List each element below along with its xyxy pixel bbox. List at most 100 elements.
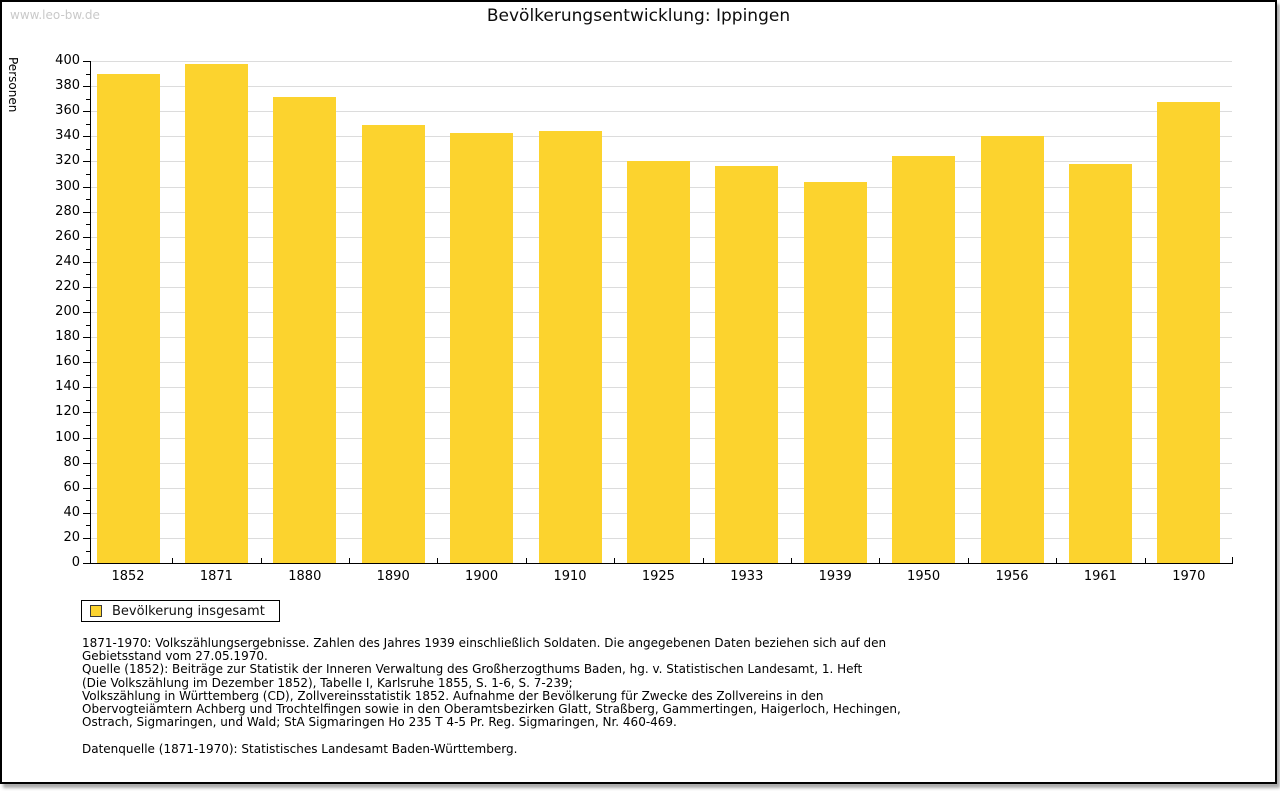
y-tick-label: 120	[55, 404, 80, 420]
y-minor-tick	[86, 199, 90, 201]
x-tick-label: 1880	[288, 569, 322, 584]
bar-1880	[273, 97, 337, 563]
y-minor-tick	[86, 224, 90, 226]
y-tick-label: 300	[55, 178, 80, 194]
bar-1910	[538, 131, 602, 563]
y-minor-tick	[86, 399, 90, 401]
footnote-line: 1871-1970: Volkszählungsergebnisse. Zahl…	[82, 636, 887, 650]
y-axis-title: Personen	[6, 57, 20, 113]
gridline	[91, 111, 1232, 113]
x-boundary-tick	[791, 558, 792, 563]
y-axis-line	[90, 61, 91, 564]
bar-1961	[1068, 163, 1132, 563]
y-tick-label: 200	[55, 304, 80, 319]
y-major-tick	[83, 186, 90, 188]
y-major-tick	[83, 563, 90, 564]
footnotes: 1871-1970: Volkszählungsergebnisse. Zahl…	[82, 636, 901, 729]
y-major-tick	[83, 387, 90, 389]
y-tick-label: 320	[55, 153, 80, 169]
y-minor-tick	[86, 148, 90, 150]
x-boundary-tick	[967, 558, 969, 563]
bar-1890	[361, 125, 425, 563]
y-tick-label: 340	[55, 128, 80, 144]
y-major-tick	[83, 362, 90, 364]
y-tick-label: 240	[55, 253, 80, 269]
y-tick-label: 220	[55, 278, 80, 294]
y-tick-label: 260	[55, 228, 80, 244]
x-axis-line	[90, 563, 1233, 564]
datasource-line: Datenquelle (1871-1970): Statistisches L…	[82, 742, 518, 756]
x-tick-label: 1890	[376, 569, 410, 584]
y-major-tick	[83, 111, 90, 113]
x-tick-label: 1970	[1172, 569, 1206, 584]
footnote-line: Volkszählung in Württemberg (CD), Zollve…	[82, 688, 824, 703]
watermark: www.leo-bw.de	[10, 8, 100, 22]
y-tick-label: 140	[55, 379, 80, 395]
y-minor-tick	[86, 550, 90, 552]
x-boundary-tick	[879, 558, 881, 563]
gridline	[91, 61, 1232, 62]
y-major-tick	[83, 61, 90, 62]
bar-1933	[715, 166, 779, 563]
y-minor-tick	[86, 450, 90, 452]
y-major-tick	[83, 337, 90, 339]
x-tick-label: 1939	[818, 569, 852, 584]
bar-1956	[980, 136, 1044, 563]
y-tick-label: 380	[55, 78, 80, 94]
x-tick-label: 1900	[465, 569, 499, 584]
y-major-tick	[83, 211, 90, 213]
y-major-tick	[83, 437, 90, 439]
y-tick-label: 20	[63, 529, 80, 545]
bar-1852	[96, 73, 160, 563]
bar-1925	[626, 161, 690, 563]
footnote-line: (Die Volkszählung im Dezember 1852), Tab…	[82, 675, 573, 690]
x-tick-label: 1925	[641, 569, 675, 584]
y-major-tick	[83, 312, 90, 313]
y-minor-tick	[86, 274, 90, 276]
y-tick-label: 100	[55, 429, 80, 445]
x-boundary-tick	[1144, 558, 1146, 563]
y-tick-label: 160	[55, 354, 80, 370]
y-major-tick	[83, 236, 90, 238]
x-boundary-tick	[525, 558, 527, 563]
x-tick-label: 1961	[1083, 569, 1117, 584]
y-tick-label: 0	[71, 555, 80, 570]
x-tick-label: 1933	[730, 569, 764, 584]
y-major-tick	[83, 261, 90, 263]
legend-swatch-icon	[90, 605, 102, 617]
footnote-line: Gebietsstand vom 27.05.1970.	[82, 649, 268, 664]
y-minor-tick	[86, 299, 90, 301]
x-tick-label: 1950	[907, 569, 941, 584]
y-minor-tick	[86, 123, 90, 125]
y-tick-label: 400	[55, 53, 80, 68]
y-minor-tick	[86, 525, 90, 527]
gridline	[91, 86, 1232, 88]
y-tick-label: 40	[63, 504, 80, 520]
y-major-tick	[83, 462, 90, 464]
legend: Bevölkerung insgesamt	[81, 600, 280, 622]
x-boundary-tick	[702, 558, 704, 563]
bar-1950	[892, 156, 956, 563]
legend-label: Bevölkerung insgesamt	[112, 604, 265, 619]
y-major-tick	[83, 512, 90, 514]
y-minor-tick	[86, 349, 90, 351]
x-boundary-tick	[1056, 558, 1058, 563]
x-boundary-tick	[260, 558, 262, 563]
y-major-tick	[83, 412, 90, 414]
y-tick-label: 80	[63, 454, 80, 470]
x-boundary-tick	[349, 558, 350, 563]
y-tick-label: 60	[63, 479, 80, 495]
y-major-tick	[83, 161, 90, 163]
y-minor-tick	[86, 249, 90, 251]
bar-1970	[1157, 102, 1221, 563]
footnote-line: Obervogteiämtern Achberg und Trochtelfin…	[82, 702, 901, 717]
x-tick-label: 1910	[553, 569, 587, 584]
y-tick-label: 360	[55, 103, 80, 119]
footnote-line: Quelle (1852): Beiträge zur Statistik de…	[82, 662, 863, 677]
y-minor-tick	[86, 73, 90, 75]
y-minor-tick	[86, 324, 90, 326]
x-boundary-tick	[172, 558, 174, 563]
x-boundary-tick	[437, 558, 439, 563]
